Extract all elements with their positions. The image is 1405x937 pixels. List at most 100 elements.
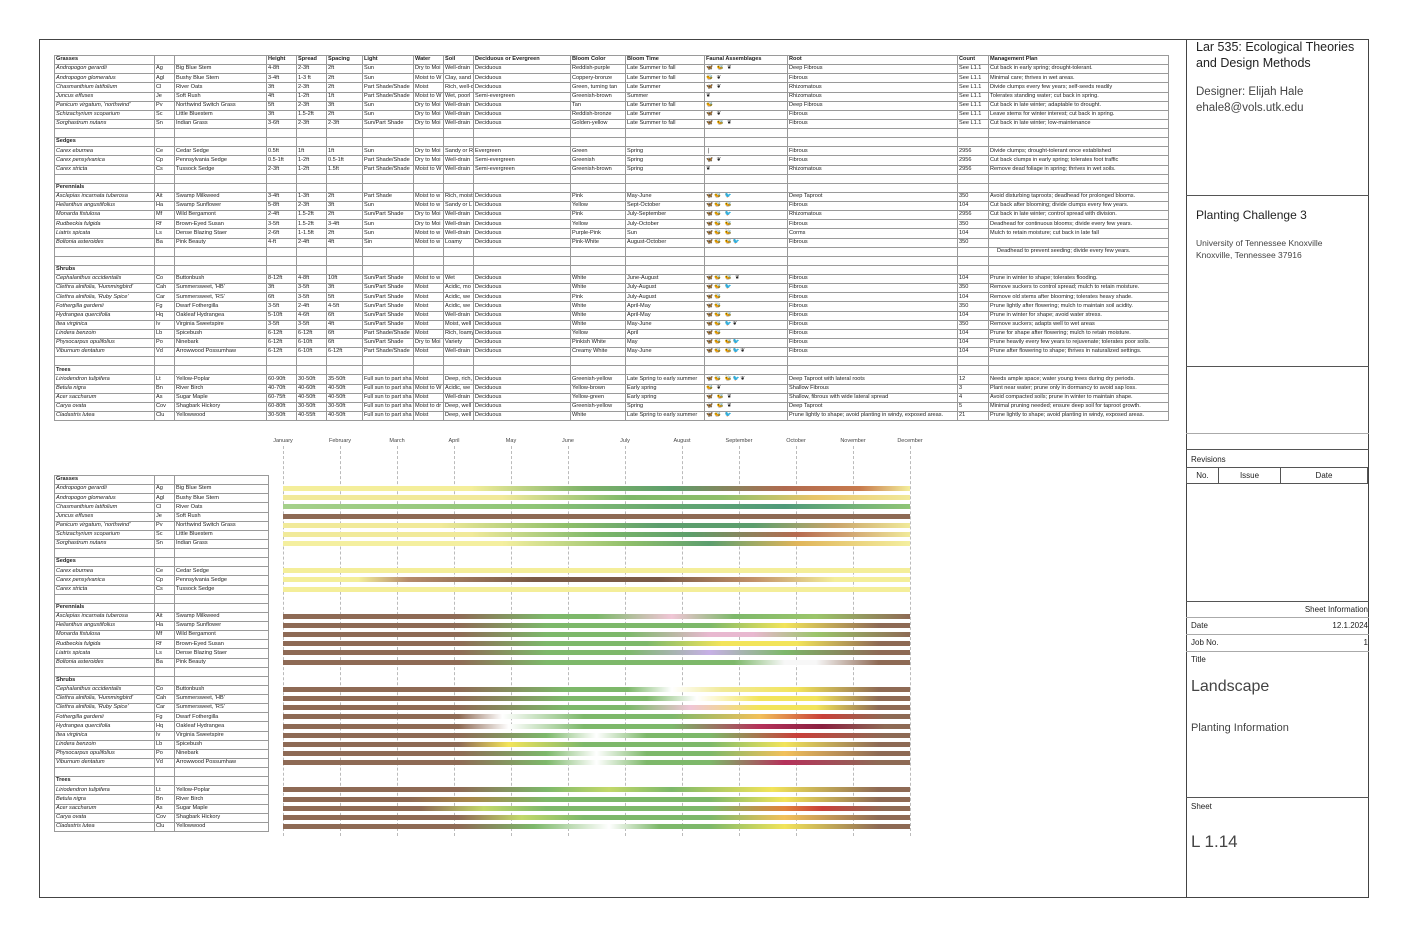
table-cell: 2-4ft — [266, 210, 297, 221]
table-cell: Acidic, mo — [443, 283, 474, 294]
phenology-bar — [283, 504, 910, 510]
table-cell — [625, 137, 705, 148]
table-cell: Sun — [362, 219, 414, 230]
table-cell: Virginia Sweetspire — [174, 730, 269, 741]
table-cell: Leave stems for winter interest; cut bac… — [988, 109, 1169, 120]
table-cell: Ninebark — [174, 748, 269, 759]
table-cell: 1-3ft — [296, 191, 327, 203]
table-cell — [154, 766, 175, 778]
table-cell — [266, 264, 297, 276]
table-cell — [54, 593, 155, 604]
table-cell — [362, 246, 414, 257]
table-cell: Pink Beauty — [174, 237, 267, 248]
table-cell — [787, 173, 958, 184]
table-cell: Remove dead foliage in spring; thrives i… — [988, 164, 1169, 175]
table-cell: Cut back in late winter; control spread … — [988, 210, 1169, 221]
table-cell: Andropogon glomeratus — [54, 493, 155, 504]
table-cell: Moist to W — [413, 383, 444, 394]
table-cell — [787, 127, 958, 139]
table-cell — [413, 365, 444, 376]
table-cell: Pink — [570, 292, 626, 303]
column-header: Management Plan — [988, 54, 1169, 66]
table-cell: Tan — [570, 100, 626, 111]
table-cell — [787, 356, 958, 367]
table-cell: Sun/Part Shade — [362, 319, 414, 330]
table-cell: River Oats — [174, 502, 269, 513]
table-cell: Moist — [413, 310, 444, 321]
table-cell: Divide clumps every few years; self-seed… — [988, 82, 1169, 93]
table-cell: Ba — [154, 237, 175, 248]
table-cell: Greenish-brown — [570, 91, 626, 102]
table-cell: Andropogon gerardii — [54, 64, 155, 75]
table-cell — [174, 474, 269, 486]
table-cell: Liatris spicata — [54, 228, 155, 239]
table-cell: July-October — [625, 219, 705, 230]
table-cell — [266, 137, 297, 148]
table-cell — [362, 173, 414, 184]
table-cell: See L1.1 — [957, 91, 989, 102]
table-cell: Andropogon gerardii — [54, 484, 155, 495]
table-cell: 0.5-1ft — [326, 155, 363, 166]
table-cell: 6-12ft — [266, 346, 297, 358]
section-title: Sedges — [54, 557, 155, 568]
table-cell — [296, 182, 327, 193]
table-cell: See L1.1 — [957, 109, 989, 120]
list-item: Andropogon glomeratus Agl Bushy Blue Stem — [54, 493, 269, 504]
table-cell: August-October — [625, 237, 705, 248]
table-cell — [473, 137, 571, 148]
table-cell: Swamp Milkweed — [174, 611, 269, 623]
table-cell: 2-3ft — [296, 200, 327, 212]
table-cell: 2ft — [326, 82, 363, 93]
phenology-bar — [283, 723, 910, 729]
table-cell: 40-50ft — [326, 392, 363, 403]
table-cell: Moist to w — [413, 191, 444, 203]
table-cell: Well-drain — [443, 219, 474, 230]
table-cell: Sin — [362, 237, 414, 248]
table-cell — [54, 356, 155, 367]
phenology-bar — [283, 568, 910, 574]
table-cell: 🦋🐝 — [704, 301, 788, 312]
table-cell: Lindera benzoin — [54, 739, 155, 750]
table-cell: Deep Taproot — [787, 401, 958, 412]
table-cell: Spring — [625, 155, 705, 166]
table-cell: 🦋 🐝 ❦ — [704, 118, 788, 130]
list-item: Clethra alnifolia, 'Ruby Spice' Car Summer… — [54, 703, 269, 714]
table-cell: Part Shade/Shade — [362, 346, 414, 358]
table-cell — [957, 246, 989, 257]
table-cell: Oakleaf Hydrangea — [174, 721, 269, 732]
table-cell: 2-6ft — [266, 228, 297, 239]
table-cell: River Oats — [174, 82, 267, 93]
table-cell: 3ft — [326, 100, 363, 111]
table-cell: 2ft — [326, 191, 363, 203]
phenology-bar — [283, 796, 910, 802]
phenology-bar — [283, 513, 910, 519]
table-cell: 5 — [957, 401, 989, 412]
date-label: Date — [1191, 621, 1208, 630]
table-cell: 🦋🐝 🐝🐦❦ — [704, 346, 788, 358]
table-cell: Swamp Sunflower — [174, 620, 269, 632]
table-cell: 3-4ft — [266, 191, 297, 203]
table-cell — [787, 246, 958, 257]
table-cell: Sun — [362, 146, 414, 157]
table-cell: Buttonbush — [174, 273, 267, 285]
table-cell: 104 — [957, 228, 989, 239]
table-cell: May — [625, 337, 705, 349]
table-cell: Sun — [362, 228, 414, 239]
table-cell — [988, 137, 1169, 148]
table-cell: 2ft — [326, 109, 363, 120]
table-row: Cephalanthus occidentalis Co Buttonbush 8-1… — [54, 273, 1169, 285]
table-cell — [154, 137, 175, 148]
table-cell: 🦋🐝 — [704, 292, 788, 303]
table-cell — [326, 127, 363, 139]
table-cell: Remove old stems after blooming; tolerat… — [988, 292, 1169, 303]
table-cell: 40-70ft — [266, 383, 297, 394]
table-cell: Summersweet, 'RS' — [174, 292, 267, 303]
table-cell: 🦋🐝 🐦 — [704, 191, 788, 203]
table-cell: Ha — [154, 620, 175, 632]
table-cell: Wild Bergamont — [174, 630, 269, 641]
table-cell — [54, 255, 155, 266]
table-cell: 1.5-2ft — [296, 109, 327, 120]
table-cell: Spring — [625, 146, 705, 157]
section-header-row: Perennials — [54, 602, 269, 613]
table-cell — [362, 182, 414, 193]
